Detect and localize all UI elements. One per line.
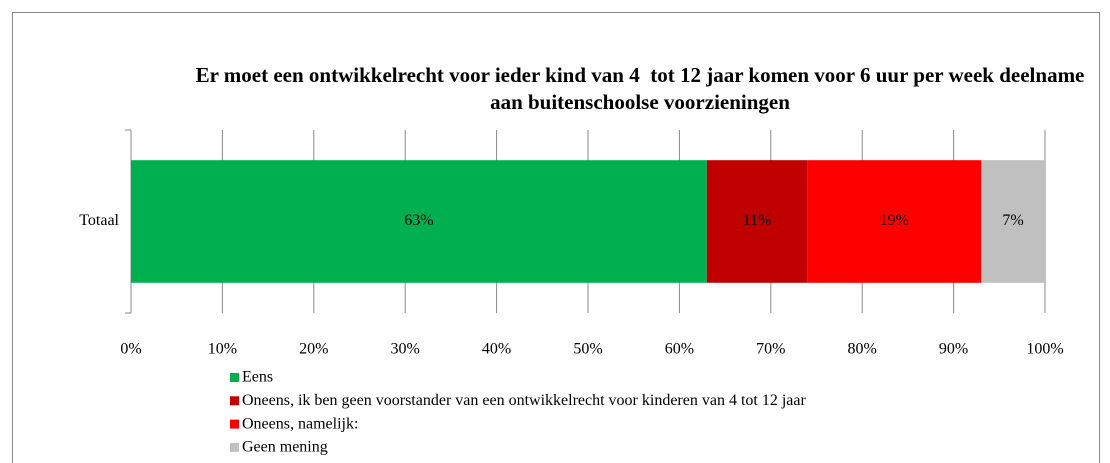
x-tick-label: 70%: [756, 341, 785, 358]
bar-segment: [706, 160, 808, 283]
value-label: 19%: [880, 212, 909, 229]
legend-label: Eens: [242, 369, 273, 386]
y-tick-label: Totaal: [79, 212, 119, 229]
bar-segment: [807, 160, 982, 283]
value-label: 63%: [404, 212, 433, 229]
x-tick-label: 10%: [208, 341, 237, 358]
x-tick-label: 30%: [391, 341, 420, 358]
bar-segment: [131, 160, 707, 283]
x-tick-label: 0%: [120, 341, 141, 358]
legend-swatch: [230, 396, 239, 406]
chart-title: Er moet een ontwikkelrecht voor ieder ki…: [195, 63, 1090, 114]
x-tick-label: 100%: [1026, 341, 1063, 358]
x-tick-label: 40%: [482, 341, 511, 358]
x-tick-label: 90%: [939, 341, 968, 358]
legend-label: Geen mening: [242, 439, 328, 456]
bar-segment: [981, 160, 1045, 283]
x-tick-label: 20%: [299, 341, 328, 358]
legend-swatch: [230, 419, 239, 429]
legend-swatch: [230, 373, 239, 382]
value-label: 11%: [743, 212, 772, 229]
legend-label: Oneens, ik ben geen voorstander van een …: [242, 392, 806, 409]
legend-swatch: [230, 442, 239, 452]
x-tick-label: 80%: [848, 341, 877, 358]
value-label: 7%: [1002, 212, 1023, 229]
x-tick-label: 60%: [665, 341, 694, 358]
chart-frame: [12, 12, 1100, 463]
legend-label: Oneens, namelijk:: [242, 415, 358, 432]
x-tick-label: 50%: [573, 341, 602, 358]
